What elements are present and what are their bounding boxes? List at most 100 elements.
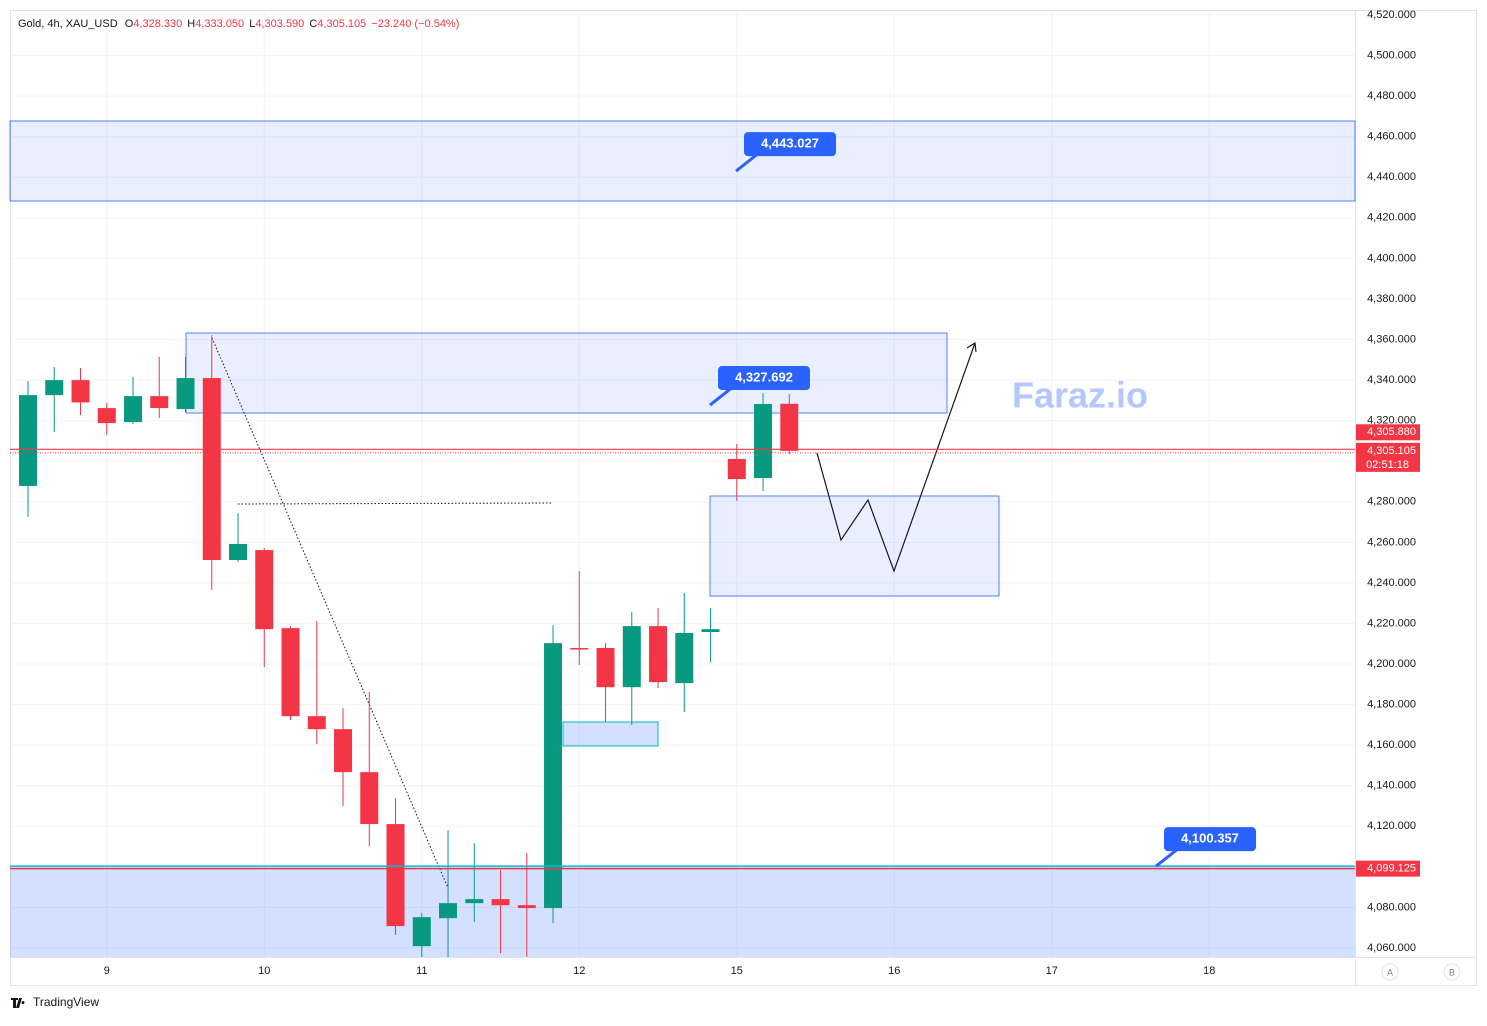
x-tick-label: 16 (888, 965, 900, 977)
candle-body (517, 905, 536, 909)
candle-body (544, 643, 563, 909)
zone (9, 120, 1356, 202)
y-tick-label: 4,440.000 (1367, 171, 1416, 183)
ohlc-prefix: O (125, 18, 134, 30)
candle-body (45, 380, 64, 396)
x-tick-label: 17 (1046, 965, 1058, 977)
candle-body (281, 628, 300, 717)
price-label: 4,305.880 (1367, 426, 1416, 438)
callout-box (1164, 827, 1256, 852)
x-tick-label: 10 (258, 965, 270, 977)
price-label-box (1356, 442, 1420, 459)
y-tick-label: 4,120.000 (1367, 820, 1416, 832)
symbol: Gold, 4h, XAU_USD (18, 18, 118, 30)
y-tick-label: 4,200.000 (1367, 658, 1416, 670)
callout-label: 4,327.692 (735, 369, 793, 384)
ohlc-value: 4,333.050 (195, 18, 244, 30)
candle-body (360, 772, 379, 825)
candle-body (649, 626, 668, 683)
candle-body (124, 396, 143, 423)
ohlc-value: 4,305.105 (317, 18, 366, 30)
y-tick-label: 4,480.000 (1367, 90, 1416, 102)
candle-body (334, 729, 353, 773)
y-tick-label: 4,500.000 (1367, 49, 1416, 61)
candle-body (701, 629, 720, 632)
price-label: 4,305.105 (1367, 445, 1416, 457)
candle-body (386, 824, 405, 927)
y-tick-label: 4,420.000 (1367, 212, 1416, 224)
zone (10, 867, 1355, 957)
candle-body (622, 626, 641, 688)
y-tick-label: 4,060.000 (1367, 942, 1416, 954)
y-tick-label: 4,220.000 (1367, 617, 1416, 629)
countdown: 02:51:18 (1366, 459, 1409, 471)
candle-body (71, 380, 90, 403)
candle-body (596, 648, 615, 688)
candle-body (780, 403, 799, 451)
zone (185, 332, 948, 414)
y-tick-label: 4,460.000 (1367, 131, 1416, 143)
candle-body (439, 903, 458, 919)
ohlc-prefix: C (309, 18, 317, 30)
callout-box (744, 132, 836, 157)
legend: Gold, 4h, XAU_USD O4,328.330 H4,333.050 … (18, 18, 459, 30)
y-tick-label: 4,320.000 (1367, 415, 1416, 427)
x-tick-label: 12 (573, 965, 585, 977)
brand-logo (11, 998, 25, 1008)
y-tick-label: 4,520.000 (1367, 9, 1416, 21)
candle-body (412, 917, 431, 947)
candle-body (570, 648, 589, 650)
x-tick-label: 18 (1203, 965, 1215, 977)
callout-box (718, 366, 810, 391)
callout-label: 4,443.027 (761, 136, 819, 151)
y-tick-label: 4,340.000 (1367, 374, 1416, 386)
ohlc-value: 4,328.330 (133, 18, 182, 30)
y-tick-label: 4,240.000 (1367, 577, 1416, 589)
scale-button-label[interactable]: B (1449, 967, 1455, 977)
y-tick-label: 4,400.000 (1367, 252, 1416, 264)
brand: TradingView (33, 995, 99, 1009)
y-tick-label: 4,080.000 (1367, 901, 1416, 913)
candle-body (255, 550, 274, 630)
candle-body (675, 633, 694, 684)
ohlc-prefix: L (249, 18, 255, 30)
candle-body (754, 404, 773, 479)
y-tick-label: 4,180.000 (1367, 699, 1416, 711)
y-tick-label: 4,280.000 (1367, 496, 1416, 508)
candle-body (307, 716, 326, 730)
y-tick-label: 4,360.000 (1367, 333, 1416, 345)
y-tick-label: 4,140.000 (1367, 780, 1416, 792)
candle-body (465, 899, 484, 904)
x-tick-label: 15 (731, 965, 743, 977)
candle-body (727, 458, 746, 480)
zone (709, 495, 1000, 597)
price-label-box (1356, 424, 1420, 441)
plot (19, 335, 799, 957)
scale-button[interactable] (1381, 963, 1399, 981)
ohlc-prefix: H (187, 18, 195, 30)
watermark: Faraz.io (1012, 375, 1148, 416)
y-tick-label: 4,260.000 (1367, 536, 1416, 548)
candle-body (97, 408, 116, 424)
scale-button[interactable] (1443, 963, 1461, 981)
candle-body (229, 543, 248, 560)
callout-label: 4,100.357 (1181, 831, 1239, 846)
countdown-box (1356, 457, 1420, 472)
candle-body (150, 396, 169, 409)
frame (10, 10, 1477, 986)
path-projection (816, 342, 976, 573)
y-tick-label: 4,380.000 (1367, 293, 1416, 305)
x-tick-label: 9 (104, 965, 110, 977)
price-label-box (1356, 860, 1420, 877)
candle-body (176, 378, 195, 410)
candle-body (491, 899, 510, 906)
candle-body (202, 378, 221, 560)
zones (9, 120, 1356, 957)
y-tick-label: 4,160.000 (1367, 739, 1416, 751)
ohlc-value: 4,303.590 (255, 18, 304, 30)
x-tick-label: 11 (416, 965, 427, 977)
zone (562, 721, 659, 747)
candle-body (19, 395, 38, 486)
scale-button-label[interactable]: A (1387, 967, 1393, 977)
